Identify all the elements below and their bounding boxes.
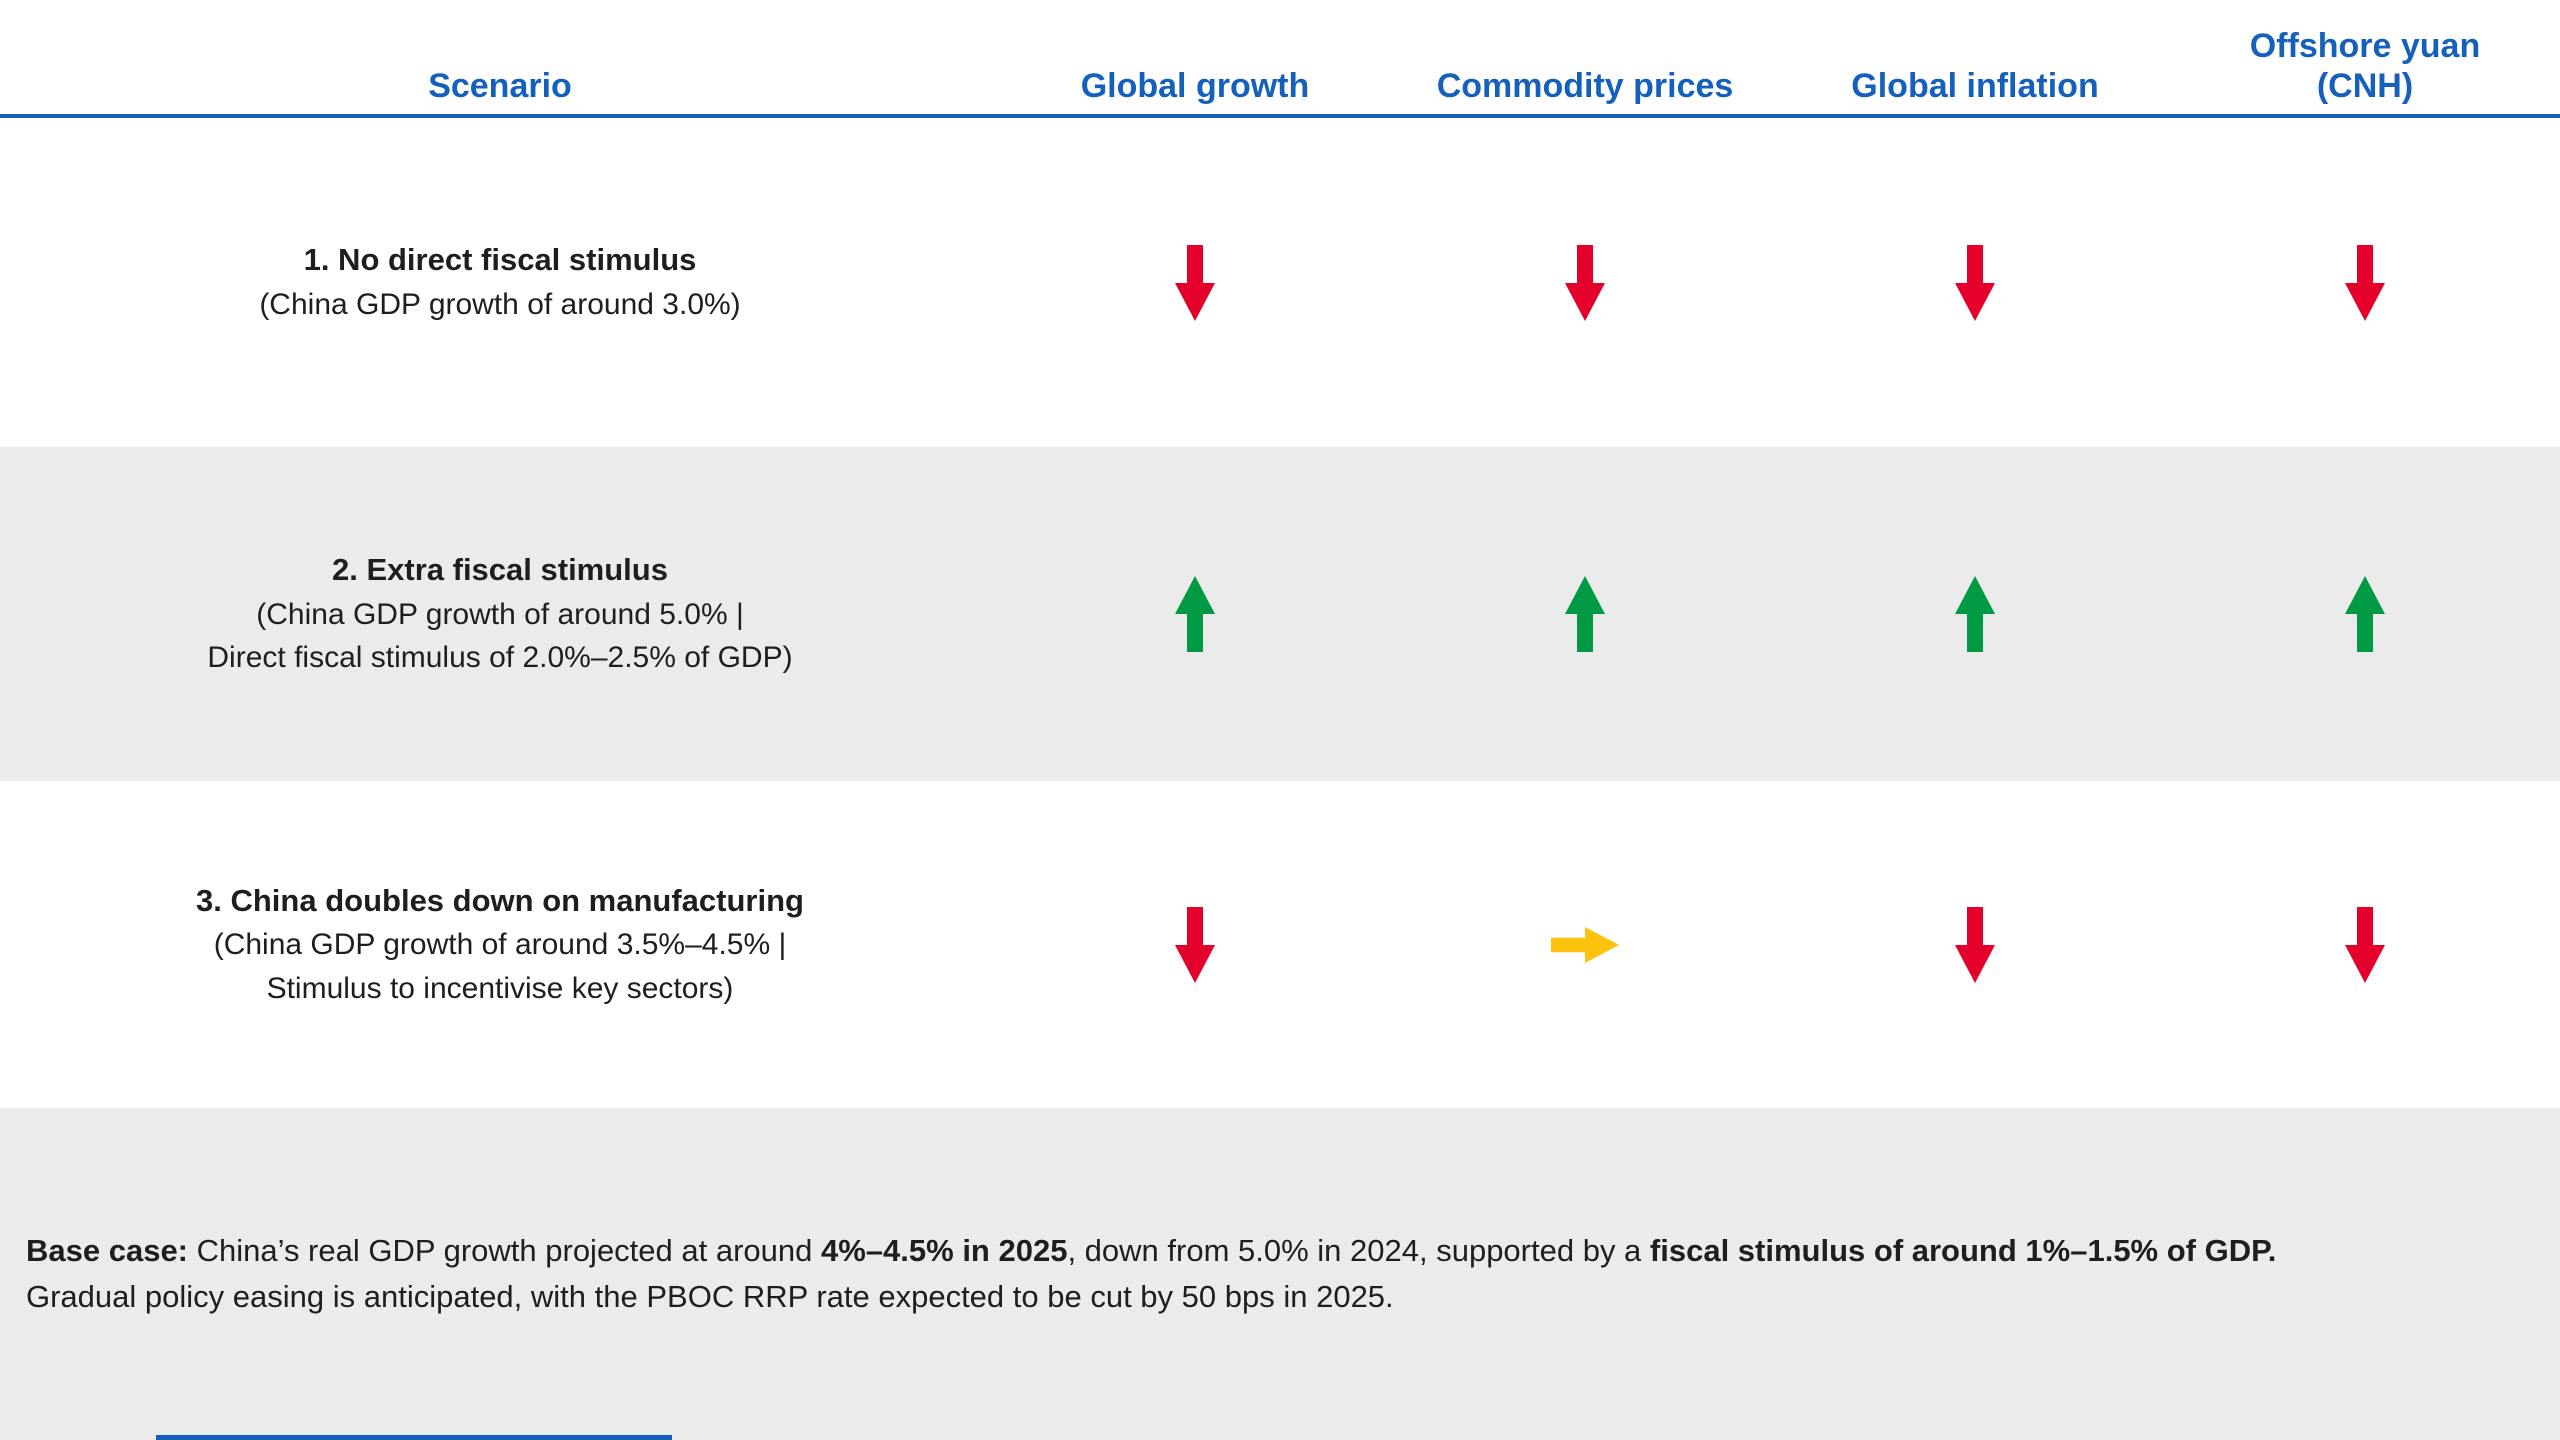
column-header-offshore-yuan: Offshore yuan (CNH) <box>2249 26 2481 105</box>
global-inflation-cell <box>1780 244 2170 321</box>
commodity-prices-cell <box>1390 576 1780 652</box>
column-header-global-inflation: Global inflation <box>1851 66 2099 105</box>
scenario-cell: 1. No direct fiscal stimulus (China GDP … <box>0 238 1000 326</box>
base-case-line-2: Gradual policy easing is anticipated, wi… <box>26 1279 1394 1314</box>
scenario-detail: (China GDP growth of around 3.5%–4.5% | … <box>213 928 787 1005</box>
header-divider <box>0 114 2560 118</box>
global-growth-cell <box>1000 906 1390 983</box>
base-case-note: Base case: China’s real GDP growth proje… <box>0 1108 2560 1440</box>
trend-arrow-icon <box>1953 244 1997 321</box>
global-growth-cell <box>1000 576 1390 652</box>
global-inflation-cell <box>1780 906 2170 983</box>
commodity-prices-cell <box>1390 244 1780 321</box>
offshore-yuan-cell <box>2170 906 2560 983</box>
trend-arrow-icon <box>2343 576 2387 652</box>
global-growth-cell <box>1000 244 1390 321</box>
table-header: Scenario Global growth Commodity prices … <box>0 0 2560 114</box>
scenario-cell: 3. China doubles down on manufacturing (… <box>0 879 1000 1011</box>
scenario-row-2: 2. Extra fiscal stimulus (China GDP grow… <box>0 447 2560 781</box>
trend-arrow-icon <box>1953 906 1997 983</box>
column-header-commodity-prices: Commodity prices <box>1436 66 1734 105</box>
trend-arrow-icon <box>1173 244 1217 321</box>
trend-arrow-icon <box>1173 906 1217 983</box>
trend-arrow-icon <box>1953 576 1997 652</box>
column-header-global-growth: Global growth <box>1080 66 1310 105</box>
base-case-line-1: Base case: China’s real GDP growth proje… <box>26 1232 2277 1268</box>
scenario-detail: (China GDP growth of around 5.0% | Direc… <box>207 597 793 675</box>
trend-arrow-icon <box>1563 576 1607 652</box>
scenario-row-3: 3. China doubles down on manufacturing (… <box>0 781 2560 1108</box>
scenario-title: 1. No direct fiscal stimulus <box>303 242 697 278</box>
trend-arrow-icon <box>1550 907 1620 983</box>
scenario-title: 3. China doubles down on manufacturing <box>196 882 804 918</box>
scenario-row-1: 1. No direct fiscal stimulus (China GDP … <box>0 118 2560 447</box>
bottom-accent-line <box>156 1435 672 1440</box>
trend-arrow-icon <box>1563 244 1607 321</box>
scenario-detail: (China GDP growth of around 3.0%) <box>259 288 741 322</box>
global-inflation-cell <box>1780 576 2170 652</box>
scenario-title: 2. Extra fiscal stimulus <box>332 552 668 588</box>
trend-arrow-icon <box>1173 576 1217 652</box>
trend-arrow-icon <box>2343 244 2387 321</box>
commodity-prices-cell <box>1390 907 1780 983</box>
offshore-yuan-cell <box>2170 244 2560 321</box>
column-header-scenario: Scenario <box>428 66 572 105</box>
offshore-yuan-cell <box>2170 576 2560 652</box>
scenario-cell: 2. Extra fiscal stimulus (China GDP grow… <box>0 548 1000 680</box>
trend-arrow-icon <box>2343 906 2387 983</box>
